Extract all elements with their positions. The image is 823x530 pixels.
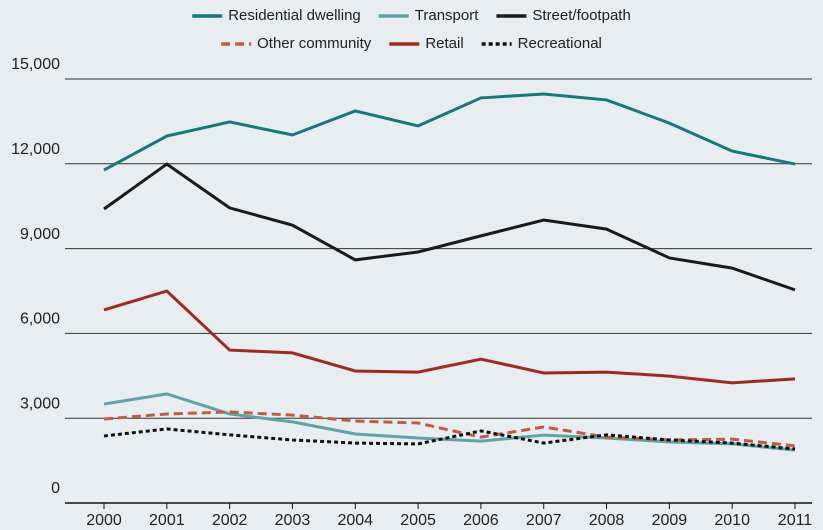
y-tick-label: 12,000 [11,141,60,158]
series-line [103,427,796,451]
y-tick-label: 9,000 [20,226,60,243]
x-tick-label: 2008 [589,512,625,529]
x-tick-label: 2011 [778,512,813,529]
legend-label: Residential dwelling [228,7,361,24]
y-tick-label: 15,000 [11,56,60,73]
legend-label: Transport [415,7,479,24]
y-tick-label: 6,000 [20,311,60,328]
legend-label: Recreational [518,35,602,52]
x-tick-label: 2006 [463,512,499,529]
series-line [103,410,796,448]
x-tick-label: 2005 [400,512,436,529]
x-tick-label: 2002 [212,512,248,529]
legend-label: Street/footpath [532,7,630,24]
series-line [103,392,796,452]
x-tick-label: 2004 [337,512,373,529]
y-tick-label: 0 [51,480,60,497]
x-tick-label: 2000 [86,512,122,529]
legend-label: Retail [425,35,463,52]
x-tick-label: 2010 [714,512,750,529]
x-tick-label: 2003 [275,512,311,529]
x-tick-label: 2001 [149,512,185,529]
series-line [103,289,796,385]
y-tick-label: 3,000 [20,395,60,412]
series-line [103,92,796,172]
legend-label: Other community [257,35,372,52]
x-tick-label: 2009 [652,512,688,529]
series-line [103,162,796,292]
x-tick-label: 2007 [526,512,562,529]
